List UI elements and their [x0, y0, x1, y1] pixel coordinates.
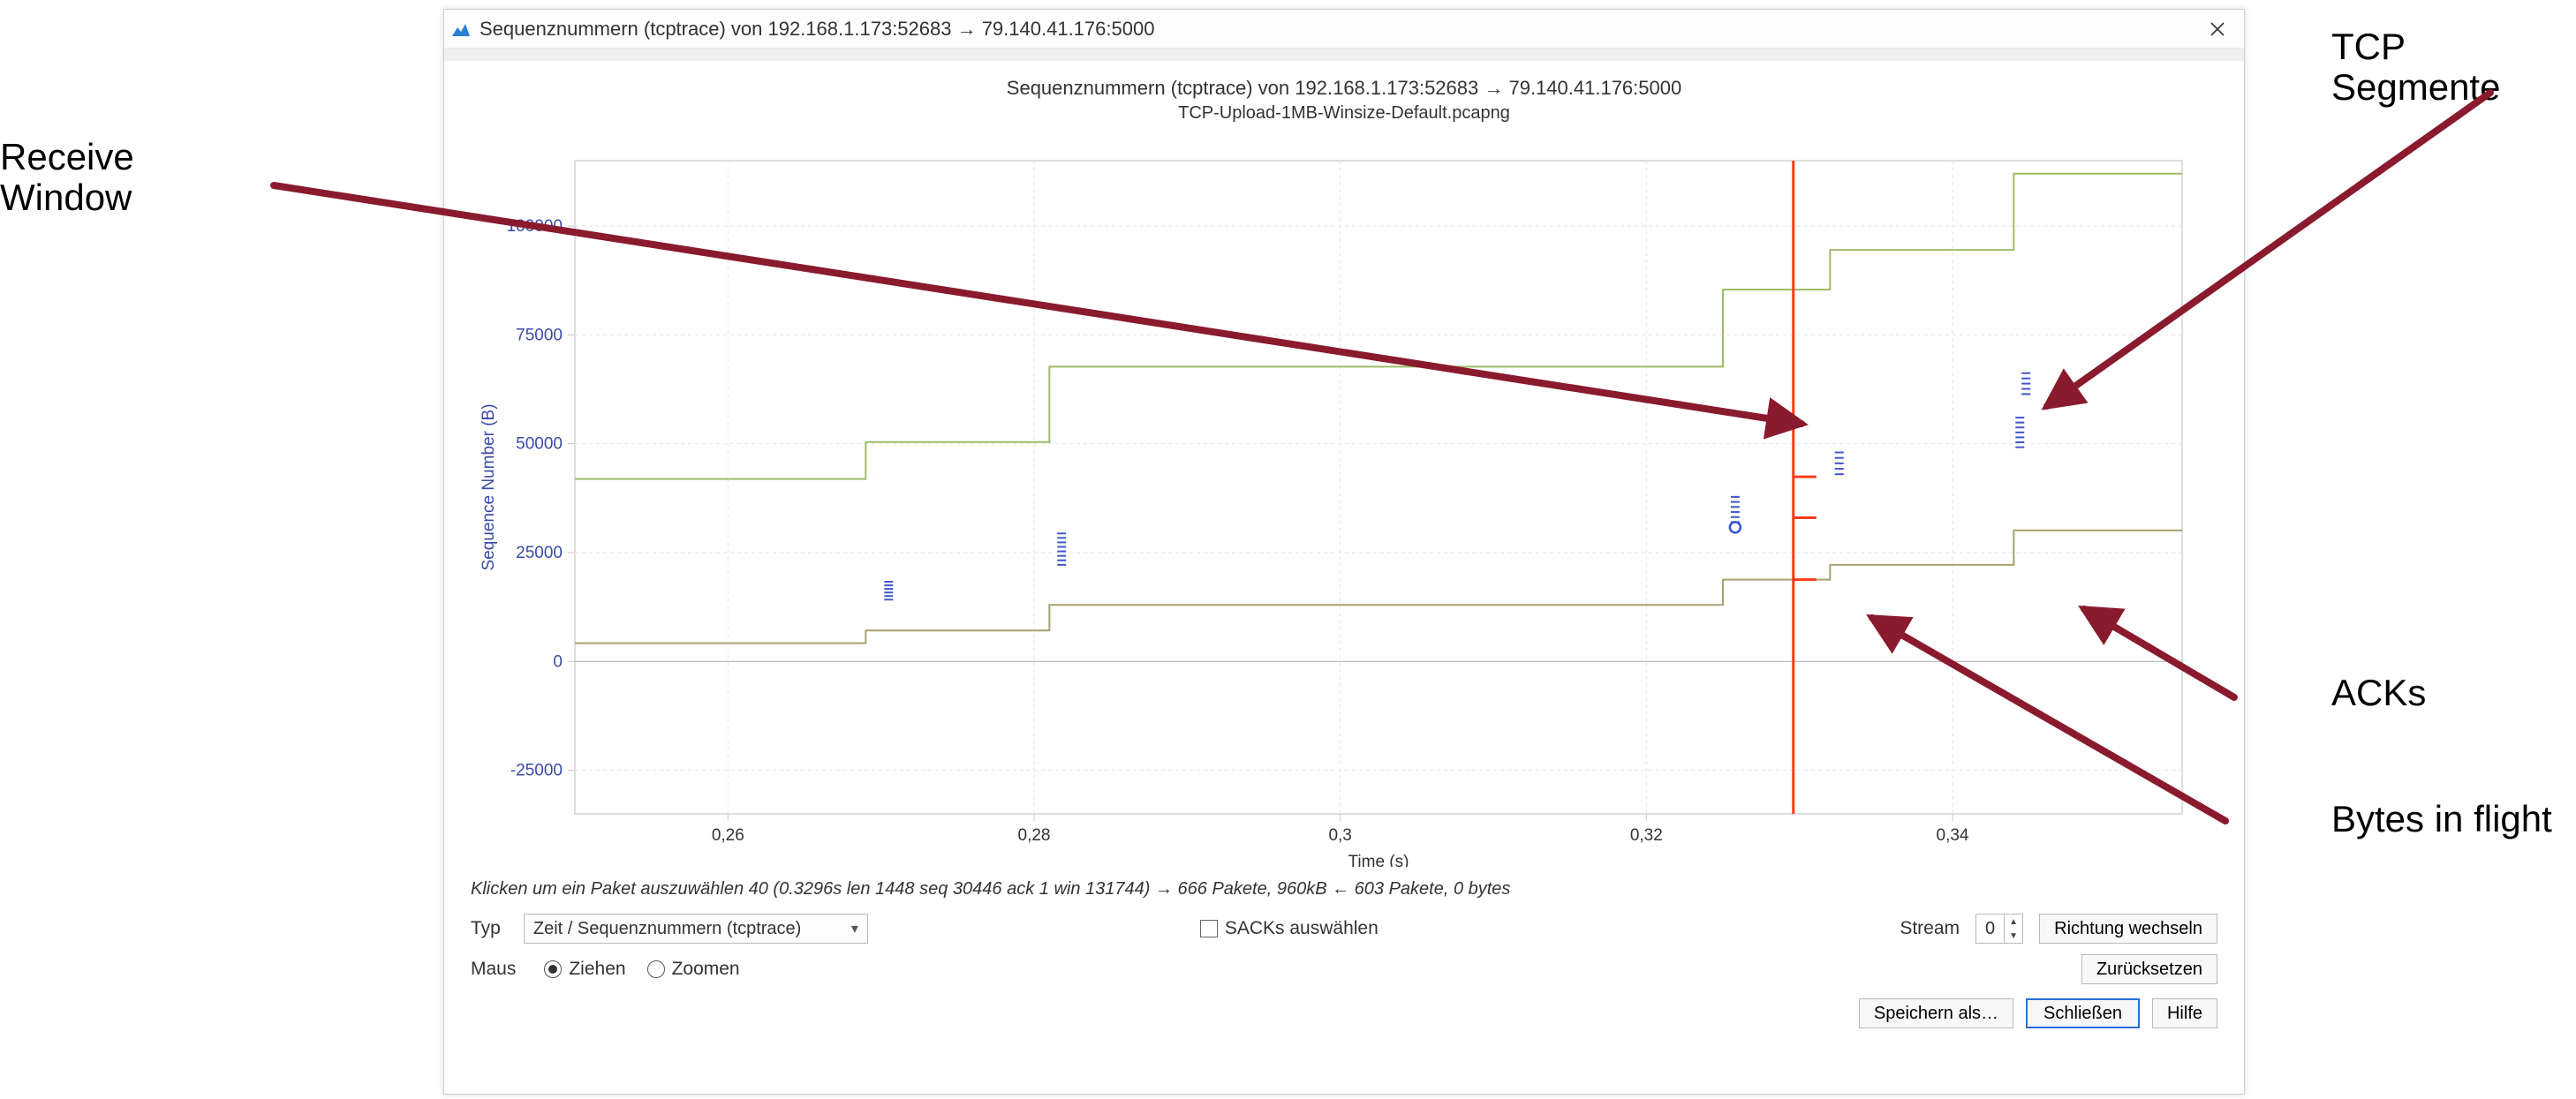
svg-text:50000: 50000 [516, 435, 563, 454]
annotation-text: TCP Segmente [2331, 26, 2500, 108]
svg-text:0,32: 0,32 [1630, 826, 1663, 845]
svg-text:0,26: 0,26 [712, 826, 744, 845]
radio-circle [544, 960, 562, 978]
annotation-text: ACKs [2331, 672, 2426, 713]
help-button[interactable]: Hilfe [2152, 998, 2217, 1028]
stream-spinner[interactable]: 0 ▲ ▼ [1975, 914, 2023, 944]
save-as-button[interactable]: Speichern als… [1859, 998, 2013, 1028]
svg-text:0,28: 0,28 [1018, 826, 1051, 845]
svg-text:-25000: -25000 [510, 762, 563, 780]
radio-drag[interactable]: Ziehen [544, 959, 625, 980]
mouse-label: Maus [471, 959, 516, 980]
reset-button-label: Zurücksetzen [2096, 960, 2202, 980]
close-window-button[interactable] [2198, 10, 2237, 49]
type-label: Typ [471, 918, 501, 939]
annotation-text: ReceiveWindow [0, 136, 134, 218]
svg-text:Sequence Number (B): Sequence Number (B) [480, 403, 498, 570]
sacks-label: SACKs auswählen [1225, 918, 1379, 939]
titlebar: Sequenznummern (tcptrace) von 192.168.1.… [444, 10, 2244, 49]
close-button[interactable]: Schließen [2026, 998, 2140, 1028]
radio-drag-label: Ziehen [569, 959, 625, 980]
wireshark-icon [451, 19, 471, 39]
annotation-acks: ACKs [2331, 673, 2426, 713]
chart-subtitle: TCP-Upload-1MB-Winsize-Default.pcapng [471, 103, 2217, 124]
annotation-receive-window: ReceiveWindow [0, 137, 134, 218]
svg-text:Time (s): Time (s) [1348, 853, 1409, 867]
stream-value: 0 [1976, 919, 2004, 939]
svg-text:100000: 100000 [507, 217, 563, 236]
app-window: Sequenznummern (tcptrace) von 192.168.1.… [443, 9, 2245, 1095]
status-line: Klicken um ein Paket auszuwählen 40 (0.3… [444, 867, 2244, 908]
annotation-tcp-segmente: TCP Segmente [2331, 26, 2576, 108]
sequence-chart[interactable]: 0,26 0,28 0,3 0,32 0,34 -25000 0 25000 50000 7500… [471, 134, 2219, 867]
chevron-down-icon: ▾ [851, 920, 858, 937]
help-button-label: Hilfe [2167, 1004, 2202, 1024]
stream-label: Stream [1900, 918, 1960, 939]
svg-text:0,3: 0,3 [1328, 826, 1351, 845]
save-button-label: Speichern als… [1874, 1004, 1998, 1024]
svg-text:0: 0 [553, 652, 563, 671]
radio-circle [647, 960, 665, 978]
annotation-bytes-in-flight: Bytes in flight [2331, 799, 2552, 839]
svg-text:25000: 25000 [516, 544, 563, 562]
window-title: Sequenznummern (tcptrace) von 192.168.1.… [480, 18, 1154, 41]
close-button-label: Schließen [2043, 1004, 2122, 1024]
chart-title: Sequenznummern (tcptrace) von 192.168.1.… [471, 77, 2217, 100]
separator-bar [444, 49, 2244, 61]
type-select-value: Zeit / Sequenznummern (tcptrace) [533, 919, 801, 939]
controls-row-1: Typ Zeit / Sequenznummern (tcptrace) ▾ S… [444, 908, 2244, 949]
spinner-up-icon[interactable]: ▲ [2005, 915, 2022, 929]
svg-text:75000: 75000 [516, 326, 563, 344]
radio-zoom[interactable]: Zoomen [647, 959, 740, 980]
spinner-down-icon[interactable]: ▼ [2005, 929, 2022, 943]
checkbox-box [1200, 920, 1218, 937]
button-row: Speichern als… Schließen Hilfe [444, 990, 2244, 1046]
reset-button[interactable]: Zurücksetzen [2081, 954, 2217, 984]
sacks-checkbox[interactable]: SACKs auswählen [1200, 918, 1379, 939]
controls-row-2: Maus Ziehen Zoomen Zurücksetzen [444, 949, 2244, 990]
svg-text:0,34: 0,34 [1937, 826, 1969, 845]
direction-button[interactable]: Richtung wechseln [2039, 914, 2217, 944]
chart-area: Sequenznummern (tcptrace) von 192.168.1.… [444, 61, 2244, 867]
direction-button-label: Richtung wechseln [2054, 919, 2202, 939]
type-select[interactable]: Zeit / Sequenznummern (tcptrace) ▾ [524, 914, 868, 944]
annotation-text: Bytes in flight [2331, 798, 2552, 839]
radio-zoom-label: Zoomen [672, 959, 740, 980]
